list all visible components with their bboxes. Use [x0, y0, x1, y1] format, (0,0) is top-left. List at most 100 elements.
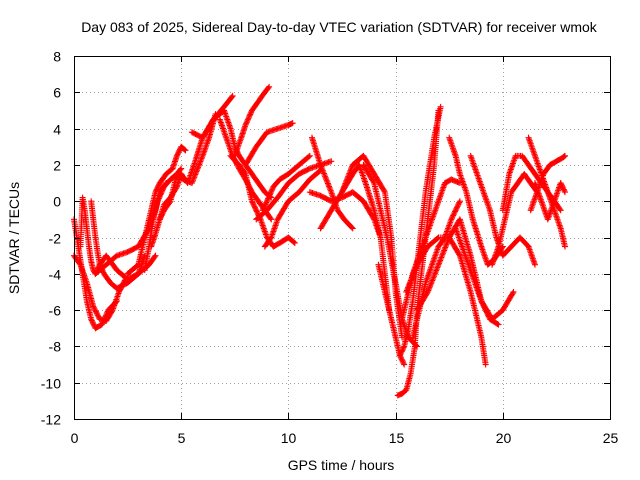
data-point [411, 268, 418, 275]
data-point [323, 176, 330, 183]
data-point [509, 290, 516, 297]
data-point [484, 310, 491, 317]
chart-title: Day 083 of 2025, Sidereal Day-to-day VTE… [81, 19, 598, 35]
data-point [243, 119, 250, 126]
data-point [494, 320, 501, 327]
data-point [339, 187, 346, 194]
data-point [439, 250, 446, 257]
data-point [430, 274, 437, 281]
data-point [442, 243, 449, 250]
data-point [253, 208, 260, 215]
data-point [244, 118, 251, 125]
data-point [445, 237, 452, 244]
data-point [436, 260, 443, 267]
data-point [173, 184, 180, 191]
data-point [250, 200, 257, 207]
data-point [244, 116, 251, 123]
data-point [424, 290, 431, 297]
data-point [398, 348, 405, 355]
data-point [175, 148, 182, 155]
data-point [177, 166, 184, 173]
data-point [194, 165, 201, 172]
y-tick-label: -4 [49, 267, 62, 283]
data-point [340, 184, 347, 191]
data-point [175, 150, 182, 157]
y-tick-label: 2 [53, 158, 61, 174]
data-point [89, 318, 96, 325]
data-point [267, 235, 274, 242]
data-point [343, 177, 350, 184]
series-31 [452, 225, 502, 328]
data-point [317, 161, 324, 168]
data-point [478, 299, 485, 306]
data-point [432, 270, 439, 277]
data-point [318, 164, 325, 171]
data-point [404, 286, 411, 293]
data-point [478, 298, 485, 305]
data-point [152, 189, 159, 196]
data-point [349, 225, 356, 232]
data-point [412, 266, 419, 273]
data-point [266, 192, 273, 199]
data-point [88, 316, 95, 323]
data-point [154, 183, 161, 190]
data-point [399, 345, 406, 352]
data-point [450, 212, 457, 219]
data-point [406, 280, 413, 287]
data-point [249, 199, 256, 206]
data-point [326, 183, 333, 190]
series-10 [188, 107, 275, 201]
data-point [319, 167, 326, 174]
data-point [433, 266, 440, 273]
data-point [407, 278, 414, 285]
data-point [159, 186, 166, 193]
y-tick-labels: 8 6 4 2 0 -2 -4 -6 -8 -10 -12 [41, 49, 61, 428]
data-point [346, 169, 353, 176]
data-point [267, 215, 274, 222]
data-point [451, 209, 458, 216]
data-point [348, 164, 355, 171]
y-axis-label: SDTVAR / TECUs [6, 182, 22, 294]
data-point [228, 94, 235, 101]
data-point [480, 301, 487, 308]
data-point [443, 241, 450, 248]
data-point [90, 321, 97, 328]
data-point [196, 159, 203, 166]
data-point [425, 287, 432, 294]
data-point [437, 103, 444, 110]
x-axis-label: GPS time / hours [288, 457, 395, 473]
data-point [193, 167, 200, 174]
data-point [263, 199, 270, 206]
data-point [263, 198, 270, 205]
data-point [269, 186, 276, 193]
data-point [325, 181, 332, 188]
series-14 [242, 120, 296, 168]
data-point [437, 255, 444, 262]
data-point [400, 360, 407, 367]
data-point [248, 198, 255, 205]
data-point [173, 152, 180, 159]
data-point [437, 257, 444, 264]
data-point [153, 187, 160, 194]
data-point [485, 312, 492, 319]
x-tick-labels: 0 5 10 15 20 25 [71, 430, 619, 446]
data-point [444, 238, 451, 245]
data-point [265, 194, 272, 201]
data-point [448, 216, 455, 223]
data-point [157, 191, 164, 198]
x-tick-label: 5 [178, 430, 186, 446]
series-3 [77, 194, 148, 283]
y-tick-label: -8 [49, 339, 62, 355]
data-point [340, 186, 347, 193]
data-point [407, 277, 414, 284]
data-point [456, 251, 463, 258]
y-tick-label: 6 [53, 85, 61, 101]
data-point [429, 277, 436, 284]
data-point [425, 286, 432, 293]
data-point [445, 235, 452, 242]
data-point [434, 235, 441, 242]
data-point [250, 202, 257, 209]
data-point [320, 170, 327, 177]
data-point [246, 114, 253, 121]
data-point [178, 165, 185, 172]
